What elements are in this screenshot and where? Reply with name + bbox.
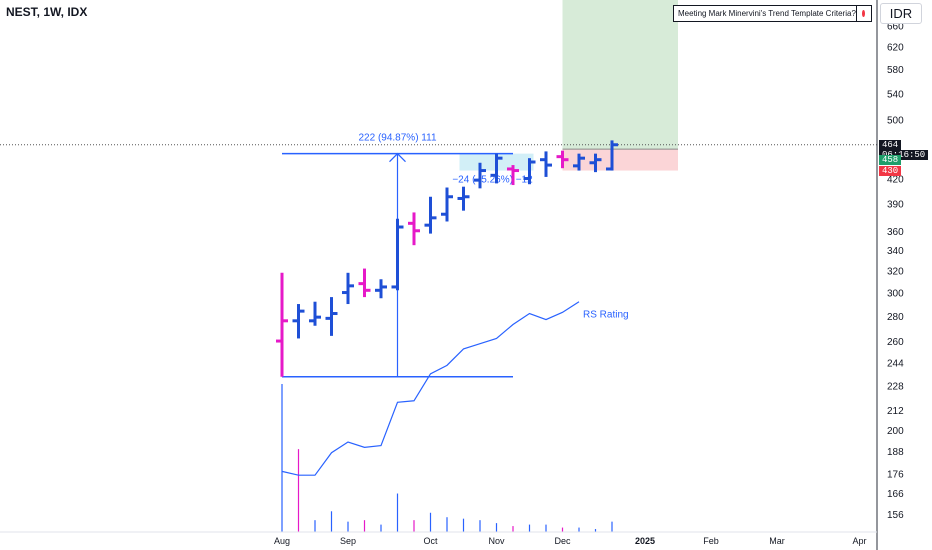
price-tick-label: 212 xyxy=(887,406,904,417)
bar-countdown-tag: 06:16:50 xyxy=(879,149,929,160)
time-tick-label: Oct xyxy=(423,536,438,546)
price-tick-label: 260 xyxy=(887,337,904,348)
position-target-zone xyxy=(562,0,678,150)
stop-price-tag: 430 xyxy=(879,165,902,176)
price-tick-label: 166 xyxy=(887,489,904,500)
price-tick-label: 200 xyxy=(887,426,904,437)
price-tick-label: 390 xyxy=(887,200,904,211)
price-tick-label: 188 xyxy=(887,447,904,458)
time-tick-label: Sep xyxy=(340,536,356,546)
price-tick-label: 176 xyxy=(887,469,904,480)
position-stop-zone xyxy=(562,149,678,171)
price-tick-label: 360 xyxy=(887,227,904,238)
price-tick-label: 580 xyxy=(887,65,904,76)
last-price-tag: 464 xyxy=(879,139,902,150)
measure-arrow-head-icon xyxy=(389,152,406,163)
price-tick-label: 280 xyxy=(887,312,904,323)
entry-price-tag: 458 xyxy=(879,155,902,166)
criteria-status-dot-icon xyxy=(862,10,865,17)
price-tick-label: 620 xyxy=(887,43,904,54)
measure-down-label: −24 (−5.26%) −12 xyxy=(452,175,533,186)
time-tick-label: Aug xyxy=(274,536,290,546)
price-tick-label: 156 xyxy=(887,510,904,521)
price-tick-label: 244 xyxy=(887,359,904,370)
measure-up-label: 222 (94.87%) 111 xyxy=(358,133,436,144)
currency-button[interactable]: IDR xyxy=(880,3,922,24)
symbol-title: NEST, 1W, IDX xyxy=(6,5,88,19)
rs-rating-line xyxy=(281,301,580,476)
time-tick-label: Mar xyxy=(769,536,785,546)
price-tick-label: 660 xyxy=(887,21,904,32)
time-tick-label: Dec xyxy=(554,536,571,546)
price-tick-label: 300 xyxy=(887,289,904,300)
criteria-label: Meeting Mark Minervini's Trend Template … xyxy=(678,9,856,18)
time-tick-label: Apr xyxy=(852,536,866,546)
time-tick-label: 2025 xyxy=(635,536,655,546)
price-tick-label: 540 xyxy=(887,89,904,100)
price-tick-label: 500 xyxy=(887,115,904,126)
price-tick-label: 420 xyxy=(887,175,904,186)
rs-rating-label: RS Rating xyxy=(583,310,629,321)
price-tick-label: 228 xyxy=(887,382,904,393)
time-tick-label: Nov xyxy=(488,536,505,546)
price-tick-label: 340 xyxy=(887,246,904,257)
price-tick-label: 320 xyxy=(887,267,904,278)
time-tick-label: Feb xyxy=(703,536,719,546)
criteria-indicator[interactable]: Meeting Mark Minervini's Trend Template … xyxy=(673,5,872,22)
